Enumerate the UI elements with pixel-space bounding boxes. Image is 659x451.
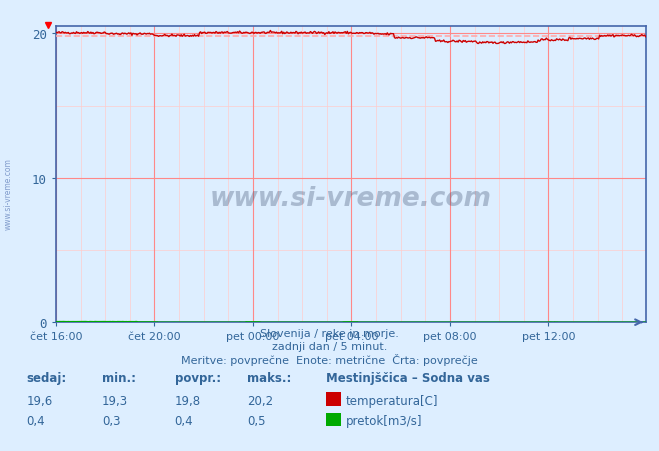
Text: povpr.:: povpr.: <box>175 371 221 384</box>
Text: 0,3: 0,3 <box>102 414 121 427</box>
Text: zadnji dan / 5 minut.: zadnji dan / 5 minut. <box>272 341 387 351</box>
Text: 0,4: 0,4 <box>175 414 193 427</box>
Text: 19,8: 19,8 <box>175 394 201 407</box>
Text: sedaj:: sedaj: <box>26 371 67 384</box>
Text: Meritve: povprečne  Enote: metrične  Črta: povprečje: Meritve: povprečne Enote: metrične Črta:… <box>181 353 478 365</box>
Text: 0,4: 0,4 <box>26 414 45 427</box>
Text: 0,5: 0,5 <box>247 414 266 427</box>
Text: www.si-vreme.com: www.si-vreme.com <box>210 185 492 212</box>
Text: 19,6: 19,6 <box>26 394 53 407</box>
Text: maks.:: maks.: <box>247 371 291 384</box>
Text: Mestinjščica – Sodna vas: Mestinjščica – Sodna vas <box>326 371 490 384</box>
Text: Slovenija / reke in morje.: Slovenija / reke in morje. <box>260 328 399 338</box>
Text: 20,2: 20,2 <box>247 394 273 407</box>
Text: temperatura[C]: temperatura[C] <box>346 394 438 407</box>
Text: 19,3: 19,3 <box>102 394 129 407</box>
Text: min.:: min.: <box>102 371 136 384</box>
Text: pretok[m3/s]: pretok[m3/s] <box>346 414 422 427</box>
Text: www.si-vreme.com: www.si-vreme.com <box>3 158 13 230</box>
